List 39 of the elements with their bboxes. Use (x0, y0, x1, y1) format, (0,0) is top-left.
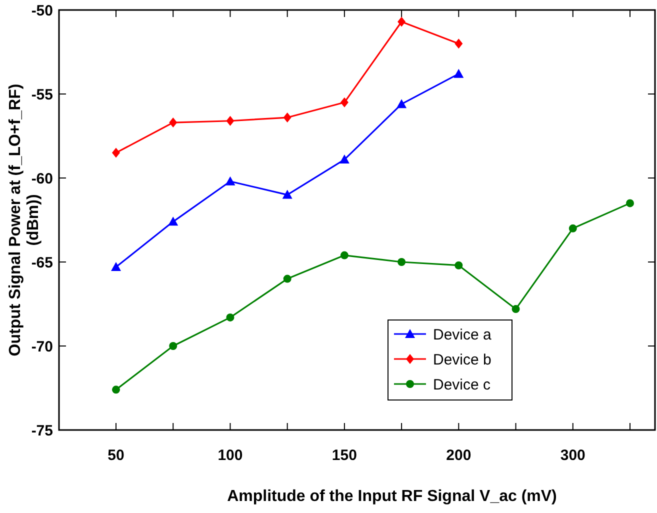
point (454, 38, 463, 49)
y-tick-label: -75 (31, 422, 53, 440)
point (168, 216, 178, 226)
point (225, 176, 236, 186)
point (340, 251, 348, 260)
x-tick-label: 50 (108, 447, 124, 464)
point (398, 16, 406, 27)
point (283, 112, 292, 123)
point (112, 386, 120, 394)
legend-label: Device a (433, 326, 492, 344)
y-tick-label: -70 (31, 338, 53, 356)
y-tick-label: -60 (31, 170, 53, 188)
point (226, 313, 234, 322)
point (339, 154, 350, 164)
point (169, 118, 178, 128)
point (112, 148, 120, 158)
point (226, 116, 234, 126)
x-tick-label: 100 (218, 447, 243, 464)
point (398, 258, 406, 266)
point (340, 97, 348, 108)
point (568, 224, 577, 232)
x-tick-label: 200 (446, 447, 472, 464)
point (454, 68, 464, 78)
y-tick-label: -50 (31, 2, 53, 20)
point (626, 199, 634, 208)
point (512, 305, 520, 314)
x-tick-label: 150 (332, 447, 357, 464)
point (283, 274, 292, 283)
y-tick-label: -55 (31, 86, 53, 104)
x-tick-label: 300 (560, 447, 586, 464)
point (454, 261, 463, 270)
point (396, 99, 407, 108)
point (282, 190, 292, 199)
point (111, 262, 121, 272)
y-tick-label: -65 (31, 254, 53, 272)
legend-label: Device c (433, 376, 492, 394)
x-axis-title: Amplitude of the Input RF Signal V_ac (mV) (227, 488, 557, 505)
legend-label: Device b (433, 351, 492, 368)
point (169, 342, 178, 350)
